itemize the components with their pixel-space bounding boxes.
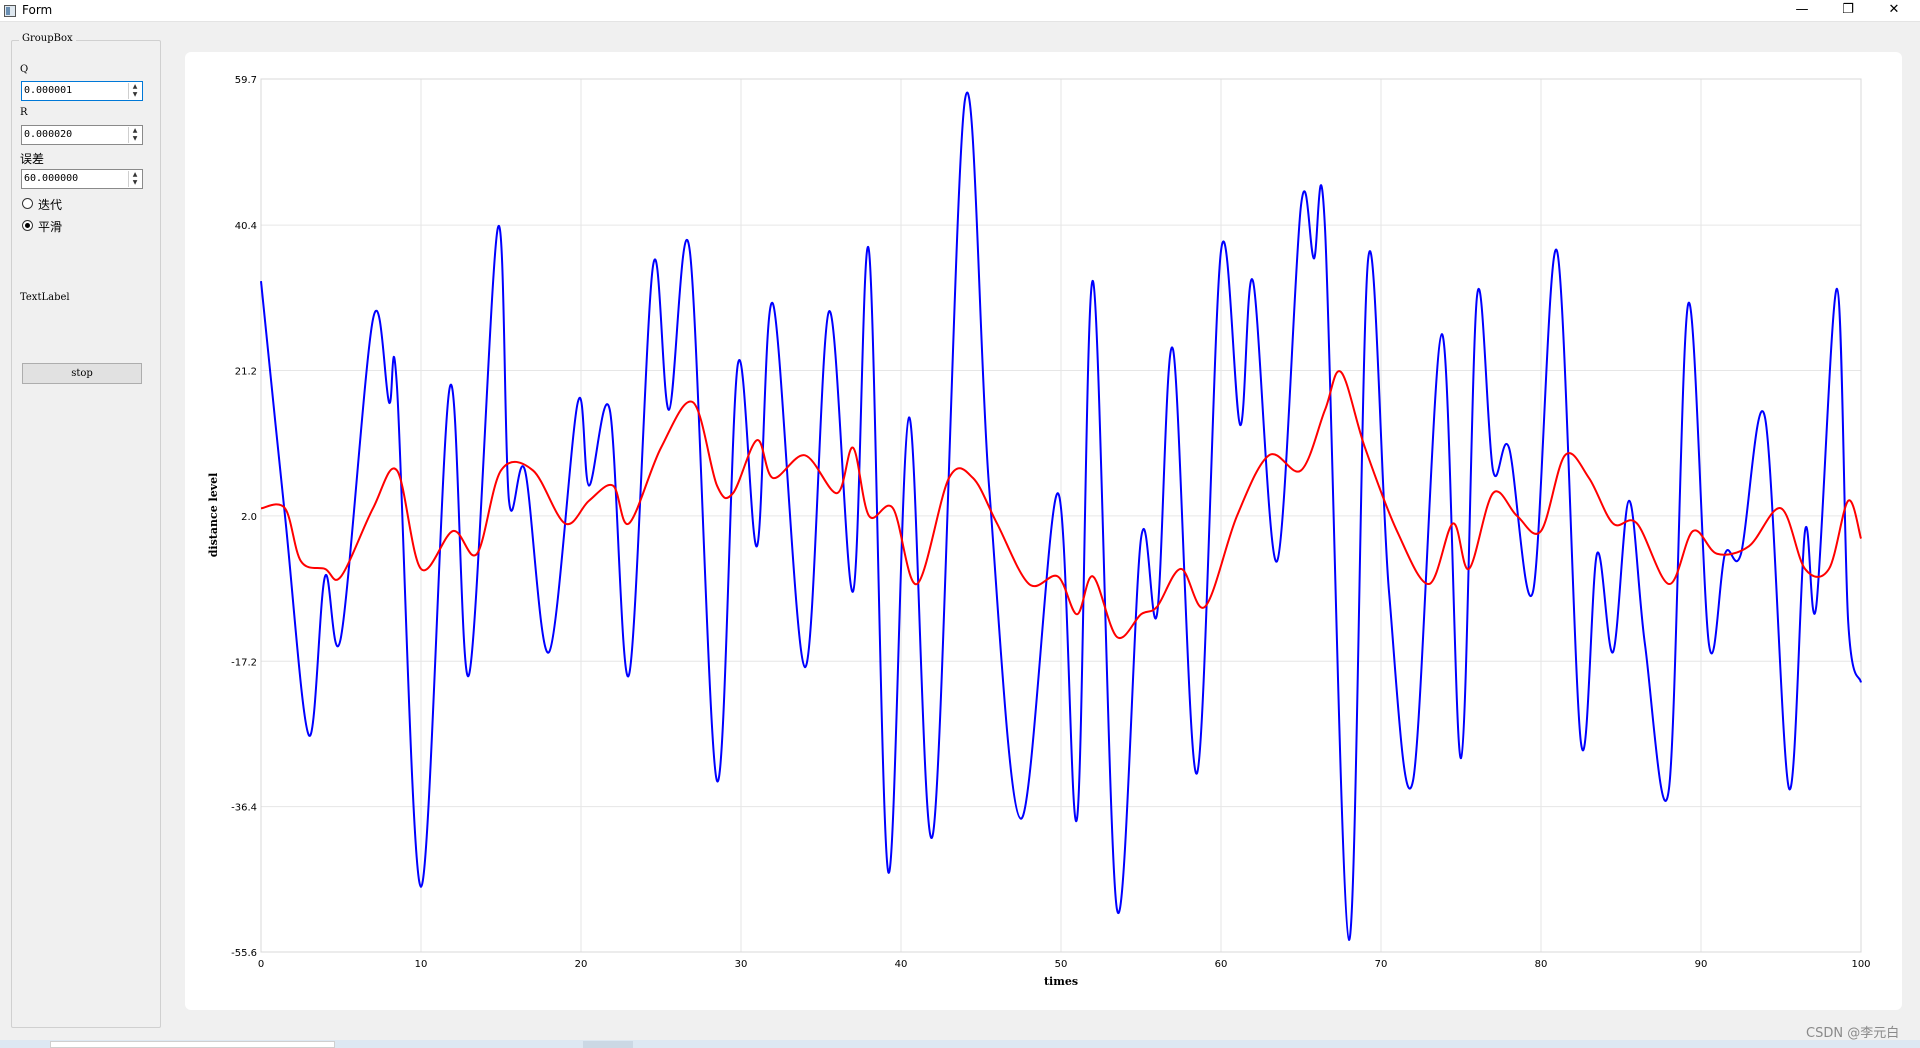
text-label: TextLabel [20, 292, 70, 303]
x-tick-labels: 0 10 20 30 40 50 60 70 80 90 100 [258, 959, 1871, 970]
chart-series [260, 91, 1862, 941]
r-down-arrow-icon[interactable]: ▼ [132, 135, 138, 142]
x-tick-label: 30 [735, 959, 748, 970]
r-label: R [20, 107, 28, 118]
r-value[interactable]: 0.000020 [24, 129, 73, 140]
error-value[interactable]: 60.000000 [24, 173, 79, 184]
q-down-arrow-icon[interactable]: ▼ [132, 91, 138, 98]
x-tick-label: 40 [895, 959, 908, 970]
stop-button[interactable]: stop [22, 363, 142, 384]
series-line-filtered [260, 370, 1862, 640]
plot-frame [260, 78, 1862, 953]
x-tick-label: 0 [258, 959, 264, 970]
radio-smooth[interactable] [22, 220, 33, 231]
x-axis-label: times [1044, 975, 1078, 988]
y-tick-label: 40.4 [235, 221, 257, 232]
x-tick-label: 90 [1695, 959, 1708, 970]
x-tick-label: 20 [575, 959, 588, 970]
group-box [11, 40, 161, 1028]
q-value[interactable]: 0.000001 [24, 85, 73, 96]
r-up-arrow-icon[interactable]: ▲ [132, 127, 138, 134]
group-box-title: GroupBox [19, 33, 76, 44]
q-up-arrow-icon[interactable]: ▲ [132, 83, 138, 90]
error-down-arrow-icon[interactable]: ▼ [132, 179, 138, 186]
x-tick-label: 10 [415, 959, 428, 970]
q-spinbox[interactable]: 0.000001 ▲ ▼ [21, 81, 143, 101]
y-tick-label: 2.0 [241, 512, 257, 523]
radio-iterate[interactable] [22, 198, 33, 209]
x-tick-label: 50 [1055, 959, 1068, 970]
x-tick-label: 80 [1535, 959, 1548, 970]
watermark: CSDN @李元白 [1806, 1026, 1900, 1041]
taskbar-item[interactable] [50, 1041, 335, 1048]
y-tick-label: -17.2 [231, 657, 257, 668]
window-title: Form [22, 3, 53, 17]
minimize-button[interactable]: — [1795, 2, 1809, 17]
y-axis-label: distance level [207, 473, 220, 558]
y-tick-label: 59.7 [235, 75, 257, 86]
x-tick-label: 60 [1215, 959, 1228, 970]
taskbar-item-2[interactable] [583, 1041, 633, 1048]
error-up-arrow-icon[interactable]: ▲ [132, 171, 138, 178]
line-chart: 0 10 20 30 40 50 60 70 80 90 100 59.7 40.4 21.2 2.0 -1… [207, 75, 1871, 988]
close-button[interactable]: ✕ [1888, 2, 1900, 17]
series-line-raw [260, 91, 1862, 941]
y-tick-label: -36.4 [231, 803, 257, 814]
x-tick-label: 70 [1375, 959, 1388, 970]
q-label: Q [20, 64, 29, 75]
title-bar: Form — ❐ ✕ [0, 0, 1920, 22]
radio-iterate-label[interactable]: 迭代 [38, 198, 63, 212]
restore-button[interactable]: ❐ [1842, 2, 1854, 17]
chart-panel: 0 10 20 30 40 50 60 70 80 90 100 59.7 40.4 21.2 2.0 -1… [185, 52, 1902, 1010]
radio-smooth-label[interactable]: 平滑 [38, 220, 63, 234]
y-tick-label: -55.6 [231, 948, 257, 959]
error-spinbox[interactable]: 60.000000 ▲ ▼ [21, 169, 143, 189]
error-label: 误差 [20, 152, 45, 166]
error-spin-buttons[interactable]: ▲ ▼ [128, 171, 141, 187]
r-spinbox[interactable]: 0.000020 ▲ ▼ [21, 125, 143, 145]
y-tick-labels: 59.7 40.4 21.2 2.0 -17.2 -36.4 -55.6 [231, 75, 257, 959]
q-spin-buttons[interactable]: ▲ ▼ [128, 83, 141, 99]
x-tick-label: 100 [1851, 959, 1870, 970]
app-icon [4, 5, 16, 17]
r-spin-buttons[interactable]: ▲ ▼ [128, 127, 141, 143]
taskbar [0, 1040, 1920, 1048]
y-tick-label: 21.2 [235, 367, 257, 378]
